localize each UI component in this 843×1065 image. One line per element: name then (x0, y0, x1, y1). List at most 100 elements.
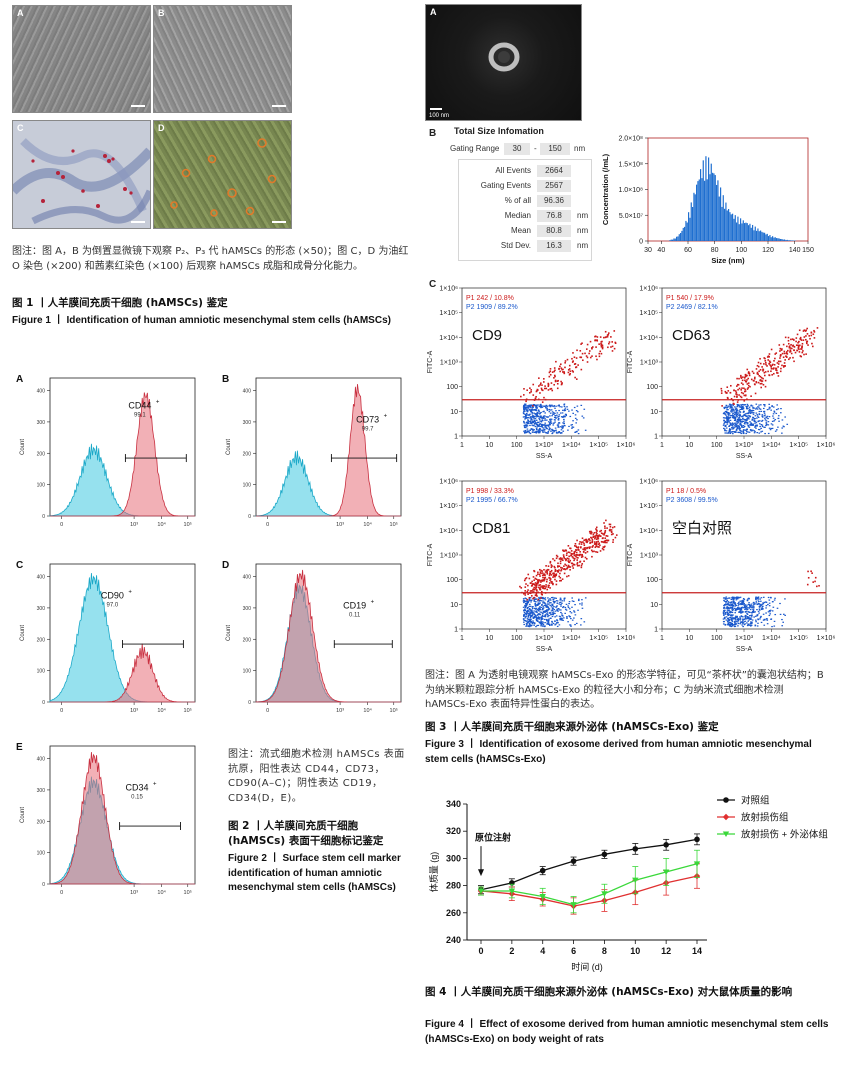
event-p2 (734, 612, 736, 614)
event-p1 (574, 545, 576, 547)
event-p2 (751, 405, 754, 407)
event-p1 (591, 546, 594, 548)
histogram-bar (788, 240, 790, 241)
event-p2 (538, 600, 541, 602)
event-p1 (535, 589, 538, 591)
event-p2 (556, 622, 558, 624)
event-p2 (535, 601, 537, 603)
event-p1 (614, 536, 617, 539)
event-p2 (728, 429, 731, 431)
event-p2 (725, 603, 728, 606)
event-p2 (758, 423, 761, 425)
event-p2 (535, 406, 537, 408)
event-p2 (732, 408, 734, 410)
event-p1 (583, 539, 585, 542)
x-tick-label: 40 (657, 247, 665, 254)
event-p2 (776, 607, 779, 609)
event-p1 (597, 546, 599, 548)
event-p2 (734, 431, 736, 433)
event-p2 (537, 600, 539, 602)
event-p2 (530, 411, 532, 413)
event-p2 (772, 417, 775, 419)
event-p2 (547, 599, 550, 601)
event-p1 (756, 364, 759, 367)
event-p2 (526, 430, 529, 432)
marker-curve (49, 752, 195, 885)
event-p2 (729, 602, 731, 604)
event-p2 (749, 611, 751, 614)
event-p1 (782, 356, 785, 359)
fig3-title-zh: 图 3 丨人羊膜间充质干细胞来源外泌体 (hAMSCs-Exo) 鉴定 (425, 721, 719, 733)
gating-unit: nm (574, 144, 586, 153)
row-value: 80.8 (537, 225, 571, 237)
event-p1 (782, 343, 785, 346)
event-p2 (730, 623, 733, 626)
event-p1 (726, 396, 729, 399)
event-p2 (747, 597, 750, 599)
event-p2 (755, 598, 757, 600)
event-p2 (749, 625, 752, 627)
histogram-bar (749, 223, 751, 241)
event-p2 (742, 621, 744, 624)
event-p2 (550, 409, 553, 411)
event-p1 (596, 339, 599, 342)
event-p2 (724, 424, 727, 427)
event-p2 (727, 612, 729, 614)
event-p2 (525, 606, 527, 608)
event-p1 (767, 359, 769, 361)
event-p2 (741, 600, 744, 602)
event-p1 (520, 395, 522, 398)
event-p2 (542, 415, 545, 418)
event-p1 (566, 557, 569, 560)
event-p2 (752, 429, 754, 431)
event-p2 (569, 624, 571, 626)
event-p2 (559, 609, 562, 611)
event-p2 (773, 411, 776, 413)
event-p1 (748, 374, 751, 377)
event-p2 (558, 414, 561, 416)
event-p2 (744, 620, 747, 622)
event-p2 (728, 420, 730, 422)
event-p2 (732, 604, 735, 607)
event-p2 (529, 421, 532, 423)
event-p2 (733, 413, 736, 416)
event-p2 (755, 427, 757, 429)
event-p2 (741, 408, 744, 410)
event-p2 (735, 429, 738, 431)
event-p1 (542, 586, 544, 589)
event-p1 (762, 369, 764, 372)
event-p2 (751, 418, 754, 420)
event-p2 (732, 408, 735, 410)
x-tick-label: 10 (630, 946, 640, 956)
event-p2 (530, 417, 533, 419)
event-p1 (592, 545, 594, 547)
event-p2 (523, 410, 525, 412)
event-p2 (528, 607, 531, 610)
event-p2 (568, 410, 570, 412)
event-p2 (528, 408, 531, 411)
event-p2 (733, 597, 735, 599)
event-p2 (526, 603, 529, 605)
event-p2 (551, 610, 554, 612)
event-p2 (551, 432, 554, 434)
event-p1 (535, 584, 538, 587)
event-p2 (549, 422, 551, 424)
event-p1 (571, 361, 574, 363)
event-p2 (728, 614, 731, 616)
event-p1 (539, 571, 542, 574)
event-p2 (545, 610, 548, 613)
event-p2 (557, 423, 560, 425)
event-p2 (543, 415, 546, 417)
event-p1 (801, 345, 803, 347)
event-p2 (570, 617, 572, 620)
event-p2 (528, 600, 530, 602)
event-p2 (526, 425, 529, 427)
event-p1 (730, 398, 733, 400)
event-p1 (583, 560, 585, 563)
y-tick-label: 100 (646, 577, 658, 584)
event-p2 (759, 408, 762, 410)
event-p1 (530, 390, 532, 393)
event-p2 (745, 610, 748, 612)
event-p2 (748, 415, 750, 417)
event-p1 (768, 355, 770, 358)
